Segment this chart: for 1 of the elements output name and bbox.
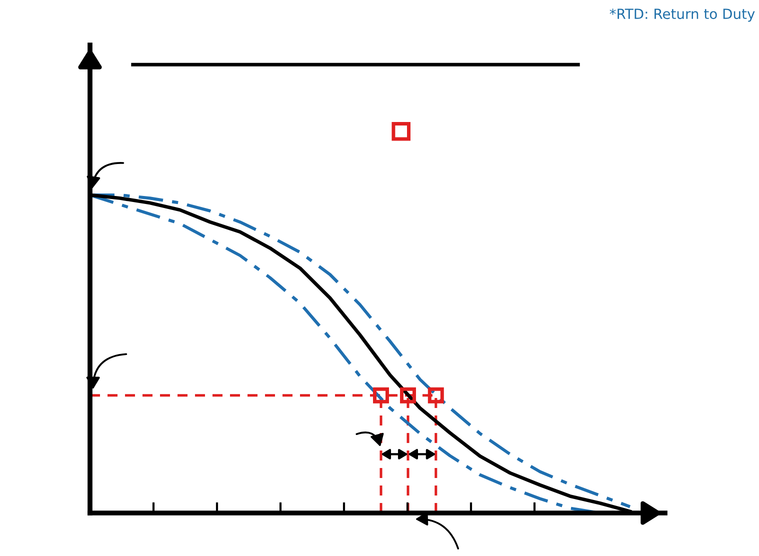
text: *RTD: Return to Duty bbox=[610, 8, 755, 22]
